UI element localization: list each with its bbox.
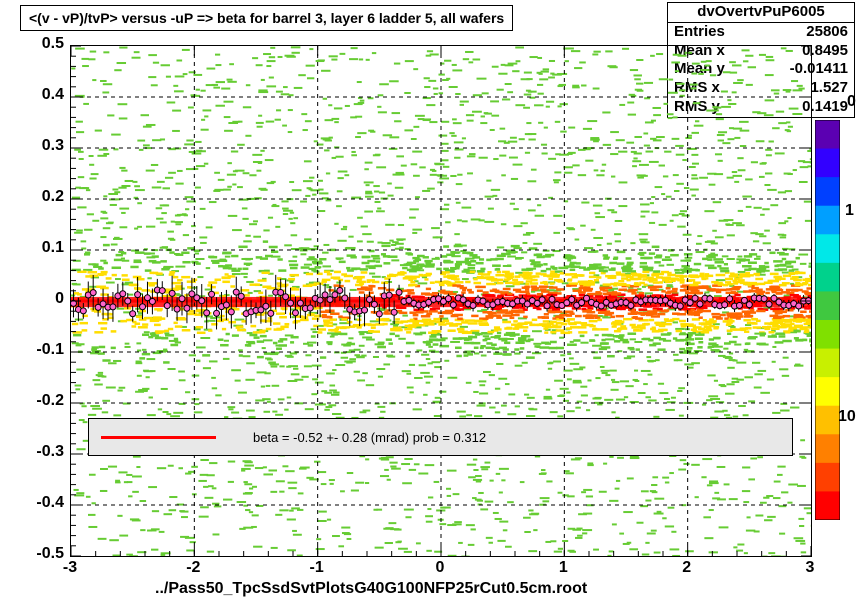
y-tick-label: 0.3 (14, 137, 64, 155)
legend-line-sample (101, 436, 216, 439)
y-tick-label: 0.4 (14, 86, 64, 104)
y-tick-label: 0.1 (14, 239, 64, 257)
x-tick-label: -1 (302, 559, 332, 577)
stats-name: dvOvertvPuP6005 (668, 3, 854, 23)
z-color-axis (815, 120, 840, 520)
legend-text: beta = -0.52 +- 0.28 (mrad) prob = 0.312 (253, 430, 486, 445)
x-axis-label: ../Pass50_TpcSsdSvtPlotsG40G100NFP25rCut… (155, 580, 587, 598)
z-tick-10: 10 (838, 408, 856, 426)
plot-title-box: <(v - vP)/tvP> versus -uP => beta for ba… (20, 5, 513, 31)
y-tick-label: -0.1 (14, 341, 64, 359)
x-tick-label: 1 (548, 559, 578, 577)
x-tick-label: 3 (795, 559, 825, 577)
y-tick-label: -0.3 (14, 443, 64, 461)
y-tick-label: 0.2 (14, 188, 64, 206)
plot-title: <(v - vP)/tvP> versus -uP => beta for ba… (29, 10, 504, 26)
z-tick-1: 1 (845, 202, 854, 220)
z-tick-stray: 0 (847, 93, 856, 111)
x-tick-label: -2 (178, 559, 208, 577)
plot-svg (70, 45, 812, 557)
x-tick-label: 2 (672, 559, 702, 577)
stats-row: Entries25806 (668, 23, 854, 42)
x-tick-label: 0 (425, 559, 455, 577)
y-tick-label: 0.5 (14, 35, 64, 53)
y-tick-label: 0 (14, 290, 64, 308)
y-tick-label: -0.2 (14, 392, 64, 410)
x-tick-label: -3 (55, 559, 85, 577)
y-tick-label: -0.4 (14, 494, 64, 512)
legend-box: beta = -0.52 +- 0.28 (mrad) prob = 0.312 (88, 418, 793, 456)
